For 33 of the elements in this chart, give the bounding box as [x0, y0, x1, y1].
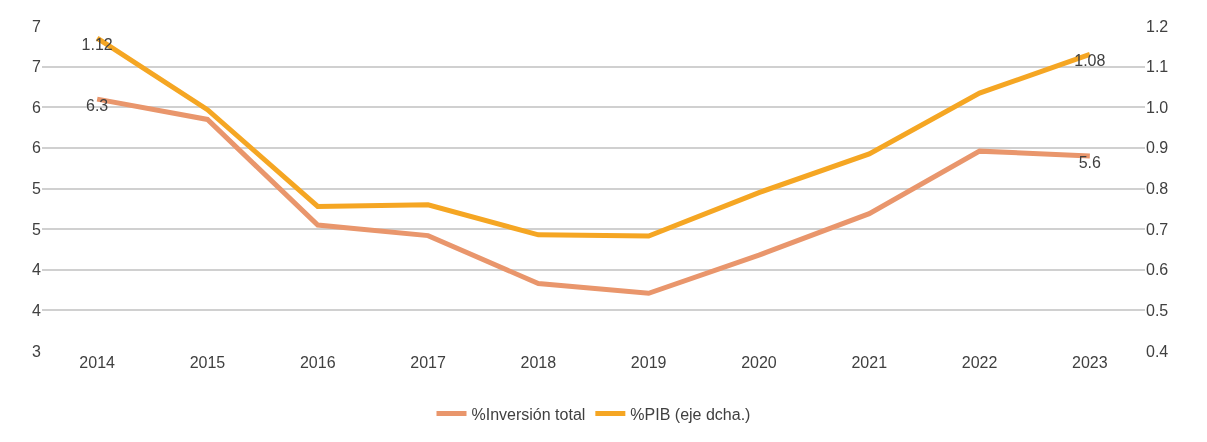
y2-tick-label: 1.1 — [1146, 58, 1169, 76]
y2-tick-label: 0.8 — [1146, 180, 1169, 198]
x-tick-label: 2019 — [630, 354, 667, 371]
data-label: 5.6 — [1078, 154, 1102, 171]
legend-label: %Inversión total — [471, 405, 586, 423]
y2-tick-label: 0.7 — [1146, 220, 1169, 238]
x-tick-label: 2016 — [299, 354, 336, 371]
x-tick-label: 2018 — [520, 354, 557, 371]
y2-tick-label: 0.9 — [1146, 139, 1169, 157]
x-tick-label: 2022 — [961, 354, 998, 371]
y-tick-label: 7 — [32, 58, 42, 76]
y-tick-label: 3 — [32, 342, 42, 360]
x-tick-label: 2015 — [189, 354, 226, 371]
y-tick-label: 5 — [32, 180, 42, 198]
y-tick-label: 5 — [32, 220, 42, 238]
x-tick-label: 2017 — [410, 354, 446, 371]
x-tick-label: 2023 — [1072, 354, 1108, 371]
x-tick-label: 2014 — [79, 354, 116, 371]
y2-tick-label: 0.4 — [1146, 342, 1169, 360]
y2-tick-label: 0.6 — [1146, 261, 1169, 279]
y2-tick-label: 0.5 — [1146, 301, 1169, 319]
y-tick-label: 6 — [32, 98, 42, 116]
y2-tick-label: 1.0 — [1146, 98, 1169, 116]
y-tick-label: 7 — [32, 17, 42, 35]
data-label: 1.08 — [1074, 52, 1106, 70]
y-tick-label: 4 — [32, 301, 42, 319]
data-label: 6.3 — [86, 97, 109, 115]
y2-tick-label: 1.2 — [1146, 17, 1169, 35]
y-tick-label: 6 — [32, 139, 42, 157]
x-tick-label: 2021 — [851, 354, 888, 371]
x-tick-label: 2020 — [741, 354, 777, 371]
y-tick-label: 4 — [32, 261, 42, 279]
legend-label: %PIB (eje dcha.) — [630, 405, 751, 423]
